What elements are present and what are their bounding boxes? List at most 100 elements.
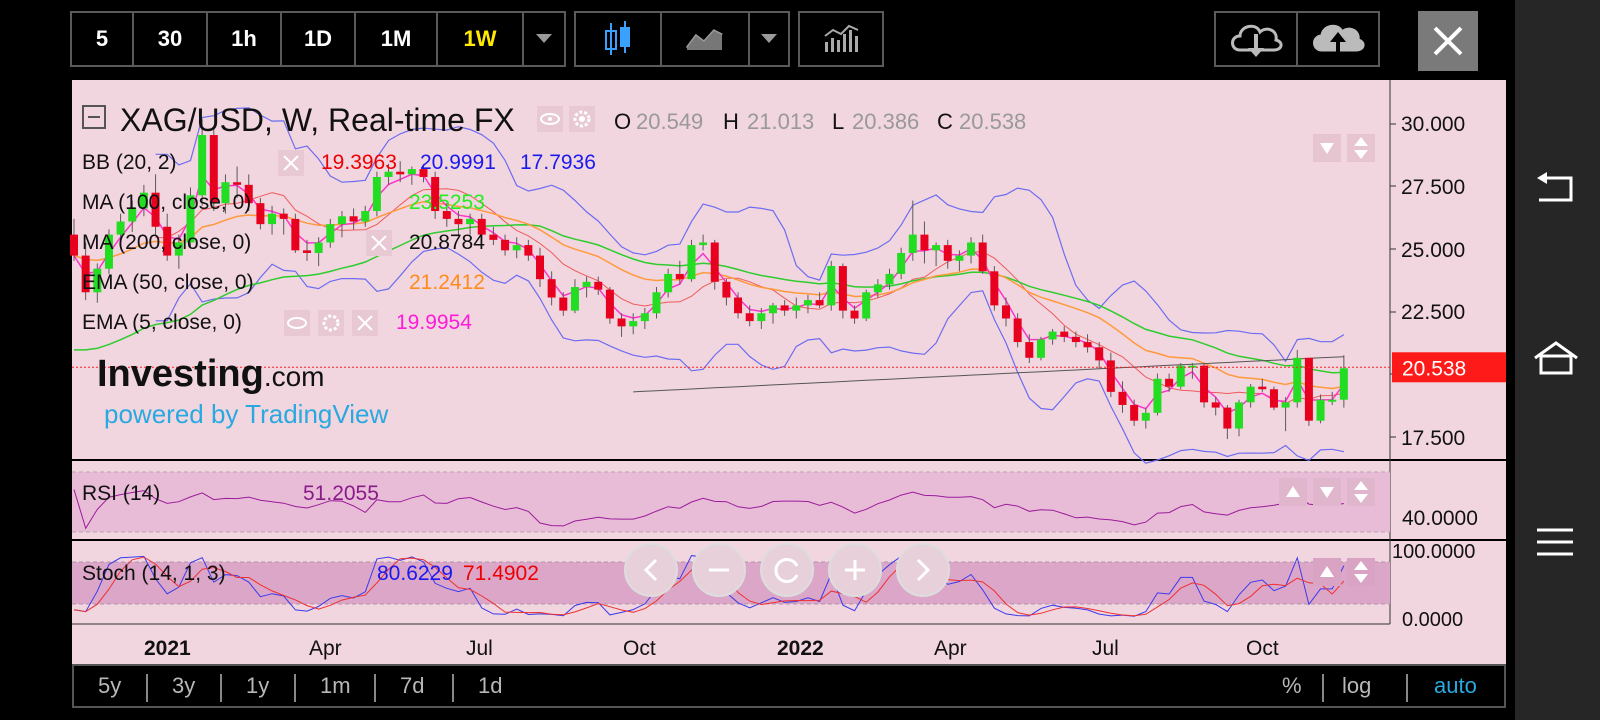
system-nav-bar: [1515, 0, 1600, 720]
ma100-value: 23.5253: [409, 191, 485, 214]
range-1m[interactable]: 1m: [320, 673, 351, 698]
candle: [594, 276, 603, 295]
legend-eye-icon[interactable]: [537, 106, 563, 132]
candle: [687, 239, 696, 282]
rsi-move-up-icon[interactable]: [1279, 478, 1307, 506]
bb-remove-icon[interactable]: [278, 150, 304, 176]
pane-maximize-icon[interactable]: [1347, 134, 1375, 162]
candle: [536, 247, 544, 288]
candle: [139, 184, 148, 217]
price-chart[interactable]: Investing.com powered by TradingView XAG…: [0, 0, 1515, 664]
indicators-icon: [824, 24, 859, 52]
timeframe-1d[interactable]: 1D: [280, 11, 356, 67]
price-tick: 25.000: [1401, 239, 1465, 262]
timeframe-dropdown-button[interactable]: [522, 11, 566, 67]
timeframe-1h[interactable]: 1h: [206, 11, 282, 67]
cloud-download-button[interactable]: [1214, 11, 1298, 67]
candle: [652, 287, 661, 319]
rsi-move-down-icon[interactable]: [1313, 478, 1341, 506]
candle: [570, 279, 579, 314]
candle: [745, 305, 754, 327]
zoom-in-button[interactable]: [828, 543, 882, 597]
range-7d[interactable]: 7d: [400, 673, 425, 698]
timeframe-30[interactable]: 30: [132, 11, 208, 67]
back-icon[interactable]: [1535, 170, 1575, 206]
scroll-left-button[interactable]: [624, 543, 678, 597]
candle: [93, 263, 102, 303]
cloud-upload-button[interactable]: [1296, 11, 1380, 67]
rsi-label: RSI (14): [82, 482, 160, 505]
candle: [407, 166, 416, 185]
candle: [244, 174, 253, 212]
pane-move-down-icon[interactable]: [1313, 134, 1341, 162]
ema50-value: 21.2412: [409, 271, 485, 294]
high-value: 21.013: [747, 109, 814, 134]
timeframe-1m[interactable]: 1M: [354, 11, 438, 67]
time-label: Apr: [309, 637, 342, 660]
bb-lower-value: 17.7936: [520, 151, 596, 174]
symbol-title: XAG/USD, W, Real-time FX: [120, 102, 515, 138]
rsi-line: [73, 489, 1344, 530]
candle: [104, 229, 113, 274]
candle: [303, 239, 311, 261]
candle: [1246, 384, 1255, 408]
chevron-down-icon: [536, 34, 552, 43]
candlestick-button[interactable]: [574, 11, 662, 67]
menu-icon[interactable]: [1535, 526, 1575, 558]
ema5-eye-icon[interactable]: [284, 310, 310, 336]
candle: [186, 187, 195, 248]
ema5-label: EMA (5, close, 0): [82, 311, 242, 334]
time-label: 2021: [144, 637, 191, 660]
ma200-remove-icon[interactable]: [366, 230, 392, 256]
candle: [454, 211, 463, 235]
candle: [151, 174, 160, 235]
candle: [734, 292, 743, 319]
collapse-legend-icon[interactable]: [82, 105, 106, 129]
zoom-out-button[interactable]: [692, 543, 746, 597]
candle: [1002, 297, 1010, 327]
ema5-gear-icon[interactable]: [318, 310, 344, 336]
candle: [664, 268, 673, 298]
candle: [850, 305, 859, 324]
stoch-move-up-icon[interactable]: [1313, 558, 1341, 586]
candle: [291, 213, 300, 253]
candle: [1188, 363, 1197, 379]
close-button[interactable]: [1418, 11, 1478, 71]
line-chart-icon: [686, 29, 723, 50]
range-5y[interactable]: 5y: [98, 673, 122, 698]
svg-text:20.538: 20.538: [1402, 357, 1466, 380]
candle: [1316, 394, 1325, 424]
stoch-maximize-icon[interactable]: [1347, 558, 1375, 586]
ema5-remove-icon[interactable]: [352, 310, 378, 336]
line-chart-button[interactable]: [660, 11, 750, 67]
candle: [769, 302, 777, 324]
chart-type-dropdown-button[interactable]: [748, 11, 790, 67]
range-1d[interactable]: 1d: [478, 673, 503, 698]
candle: [1141, 407, 1150, 429]
last-price-tag: 20.538: [1392, 352, 1506, 383]
cloud-upload-icon: [1313, 24, 1365, 53]
candle: [396, 161, 405, 183]
range-1y[interactable]: 1y: [246, 673, 270, 698]
log-mode-button[interactable]: log: [1342, 673, 1372, 698]
range-3y[interactable]: 3y: [172, 673, 196, 698]
percent-mode-button[interactable]: %: [1282, 673, 1302, 698]
cloud-download-icon: [1231, 24, 1283, 57]
legend-gear-icon[interactable]: [569, 106, 595, 132]
time-label: 2022: [777, 637, 824, 660]
indicators-button[interactable]: [798, 11, 884, 67]
rsi-maximize-icon[interactable]: [1347, 478, 1375, 506]
home-icon[interactable]: [1531, 340, 1581, 376]
reset-button[interactable]: [760, 543, 814, 597]
candle: [442, 203, 451, 227]
candle: [605, 287, 614, 324]
candle: [1025, 334, 1034, 364]
stoch-d-value: 71.4902: [463, 562, 539, 585]
candle: [256, 197, 265, 230]
scroll-right-button[interactable]: [896, 543, 950, 597]
candle: [1211, 397, 1220, 416]
powered-by-text: powered by TradingView: [104, 399, 388, 429]
chevron-down-icon: [761, 34, 777, 43]
timeframe-5[interactable]: 5: [70, 11, 134, 67]
auto-mode-button[interactable]: auto: [1434, 673, 1477, 698]
